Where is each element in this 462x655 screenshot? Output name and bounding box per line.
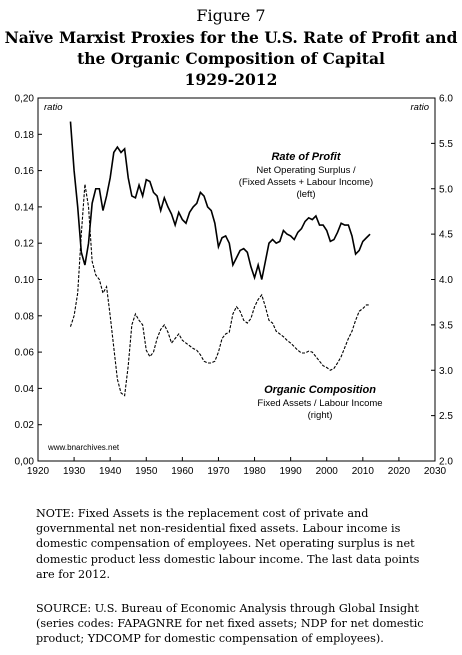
left-y-tick-label: 0.12 <box>15 239 35 250</box>
series-label-organic-composition-2: (right) <box>308 410 333 421</box>
watermark: www.bnarchives.net <box>47 443 120 452</box>
series-label-rate-of-profit-3: (left) <box>297 189 316 200</box>
right-y-tick-label: 5.0 <box>439 184 453 195</box>
right-y-tick-label: 3.0 <box>439 366 453 377</box>
x-tick-label: 1980 <box>243 466 266 477</box>
title-line-2: the Organic Composition of Capital <box>77 49 385 68</box>
right-y-tick-label: 2.5 <box>439 411 453 422</box>
right-y-tick-label: 2.0 <box>439 457 453 468</box>
series-name-organic-composition: Organic Composition <box>264 384 376 396</box>
left-y-tick-label: 0.06 <box>15 348 35 359</box>
left-y-tick-label: 0.08 <box>15 311 35 322</box>
x-tick-label: 1940 <box>99 466 122 477</box>
left-y-tick-label: 0.04 <box>15 384 35 395</box>
right-y-tick-label: 4.0 <box>439 275 453 286</box>
x-axis: 1920 1930 1940 1950 1960 1970 1980 1990 2000 2010… <box>27 457 447 477</box>
x-tick-label: 1970 <box>207 466 230 477</box>
title-line-1: Naïve Marxist Proxies for the U.S. Rate … <box>4 28 458 47</box>
x-tick-label: 2010 <box>352 466 375 477</box>
left-y-tick-label: 0.10 <box>15 275 35 286</box>
right-axis-unit: ratio <box>411 102 429 113</box>
left-y-tick-label: 0.02 <box>15 420 35 431</box>
x-tick-label: 1920 <box>27 466 50 477</box>
x-tick-label: 1960 <box>171 466 194 477</box>
left-axis-unit: ratio <box>44 102 62 113</box>
right-y-tick-label: 5.5 <box>439 139 453 150</box>
right-y-axis: 2.0 2.5 3.0 3.5 4.0 4.5 5.0 5.5 6.0 <box>431 94 453 468</box>
x-tick-label: 2030 <box>424 466 447 477</box>
title-line-3: 1929-2012 <box>184 70 278 89</box>
chart-title: Naïve Marxist Proxies for the U.S. Rate … <box>0 27 462 90</box>
source-text: SOURCE: U.S. Bureau of Economic Analysis… <box>36 602 424 646</box>
left-y-tick-label: 0.16 <box>15 166 35 177</box>
left-y-tick-label: 0.18 <box>15 130 35 141</box>
left-y-tick-label: 0.14 <box>15 202 35 213</box>
x-tick-label: 2020 <box>388 466 411 477</box>
x-tick-label: 2000 <box>316 466 339 477</box>
series-line-organic-composition <box>69 184 371 397</box>
left-y-tick-label: 0,20 <box>15 94 35 105</box>
series-name-rate-of-profit: Rate of Profit <box>271 151 341 163</box>
figure-label: Figure 7 <box>196 6 266 25</box>
series-label-rate-of-profit-2: (Fixed Assets + Labour Income) <box>239 177 373 188</box>
series-line-rate-of-profit <box>69 121 371 281</box>
left-y-axis: 0,00 0.02 0.04 0.06 0.08 0.10 0.12 0.14 0.16 0.18… <box>15 94 42 468</box>
series-label-rate-of-profit-1: Net Operating Surplus / <box>256 165 356 176</box>
right-y-tick-label: 3.5 <box>439 320 453 331</box>
series-label-organic-composition-1: Fixed Assets / Labour Income <box>257 398 382 409</box>
note-text: NOTE: Fixed Assets is the replacement co… <box>36 507 420 581</box>
x-tick-label: 1990 <box>280 466 303 477</box>
right-y-tick-label: 4.5 <box>439 230 453 241</box>
left-y-tick-label: 0,00 <box>15 457 35 468</box>
chart-svg: 1920 1930 1940 1950 1960 1970 1980 1990 2000 2010… <box>15 94 454 478</box>
right-y-tick-label: 6.0 <box>439 94 453 105</box>
x-tick-label: 1930 <box>63 466 86 477</box>
x-tick-label: 1950 <box>135 466 158 477</box>
